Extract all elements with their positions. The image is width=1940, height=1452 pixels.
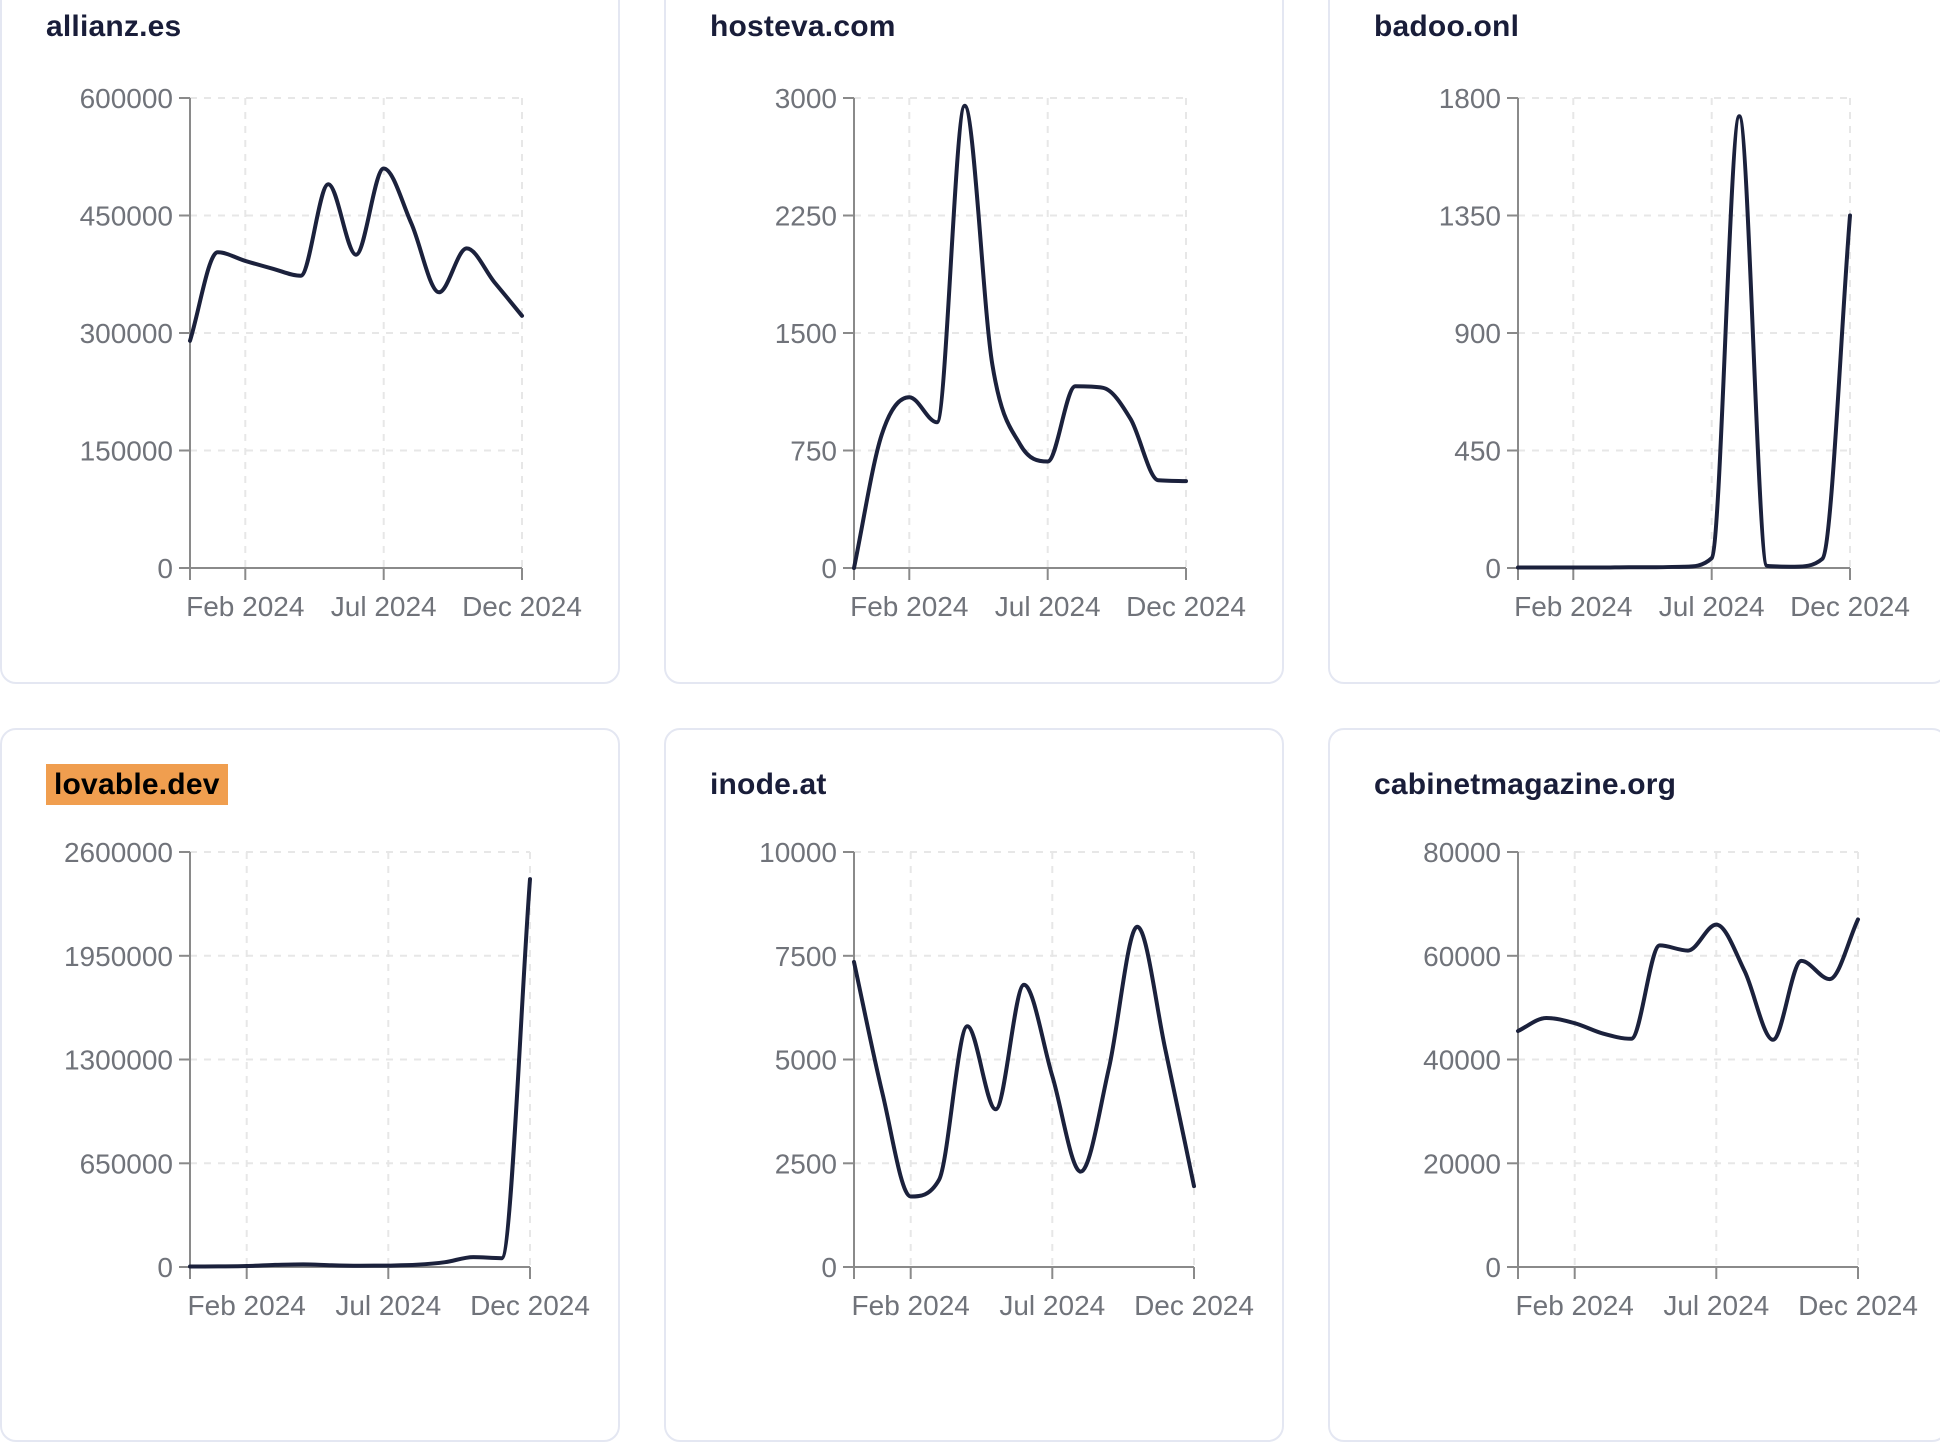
y-tick-label: 0 [821,1252,837,1283]
domain-card: allianz.es 0 150000 300000 450000 600000 Feb … [0,0,620,684]
series-line [852,924,1196,1199]
y-tick-label: 600000 [80,83,173,114]
x-tick-label: Jul 2024 [999,1290,1105,1321]
y-tick-label: 1350 [1439,201,1501,232]
y-tick-label: 1950000 [64,941,173,972]
domain-name: cabinetmagazine.org [1374,768,1677,801]
series-line [1516,917,1860,1042]
y-tick-label: 2600000 [64,837,173,868]
x-tick-label: Jul 2024 [335,1290,441,1321]
card-title: badoo.onl [1374,10,1519,44]
traffic-line-chart: 0 2500 5000 7500 10000 Feb 2024 Jul 2024 Dec 20… [759,837,1254,1321]
traffic-line-chart: 0 650000 1300000 1950000 2600000 Feb 2024 Jul … [64,837,590,1321]
card-title: hosteva.com [710,10,896,44]
traffic-line-chart: 0 750 1500 2250 3000 Feb 2024 Jul 2024 Dec 2024 [775,83,1246,622]
card-title: lovable.dev [46,764,228,805]
y-tick-label: 0 [157,553,173,584]
x-tick-label: Jul 2024 [1663,1290,1769,1321]
x-tick-label: Dec 2024 [462,591,582,622]
domain-name: allianz.es [46,10,182,43]
traffic-line-chart: 0 150000 300000 450000 600000 Feb 2024 Jul 202… [80,83,582,622]
x-tick-label: Dec 2024 [1126,591,1246,622]
x-tick-label: Feb 2024 [852,1290,970,1321]
card-title: cabinetmagazine.org [1374,768,1676,802]
y-tick-label: 0 [821,553,837,584]
x-tick-label: Feb 2024 [1516,1290,1634,1321]
y-tick-label: 3000 [775,83,837,114]
x-tick-label: Dec 2024 [1134,1290,1254,1321]
traffic-line-chart: 0 450 900 1350 1800 Feb 2024 Jul 2024 Dec 2024 [1439,83,1910,622]
domain-name: inode.at [710,768,827,801]
card-title: inode.at [710,768,827,802]
y-tick-label: 0 [157,1252,173,1283]
domain-name: hosteva.com [710,10,896,43]
y-tick-label: 650000 [80,1148,173,1179]
card-title: allianz.es [46,10,181,44]
x-tick-label: Feb 2024 [850,591,968,622]
y-tick-label: 0 [1485,553,1501,584]
y-tick-label: 60000 [1423,941,1501,972]
y-tick-label: 450 [1454,436,1501,467]
series-line [188,166,524,343]
y-tick-label: 7500 [775,941,837,972]
x-tick-label: Jul 2024 [1659,591,1765,622]
y-tick-label: 750 [790,436,837,467]
domain-card: cabinetmagazine.org 0 20000 40000 60000 8000… [1328,728,1940,1442]
y-tick-label: 300000 [80,318,173,349]
y-tick-label: 80000 [1423,837,1501,868]
domain-name: lovable.dev [46,764,228,805]
series-line [852,103,1188,570]
domain-name: badoo.onl [1374,10,1520,43]
series-line [1516,114,1852,570]
y-tick-label: 1500 [775,318,837,349]
x-tick-label: Jul 2024 [331,591,437,622]
y-tick-label: 2500 [775,1148,837,1179]
x-tick-label: Feb 2024 [1514,591,1632,622]
y-tick-label: 2250 [775,201,837,232]
series-line [188,877,532,1269]
domain-card: badoo.onl 0 450 900 1350 1800 Feb 2024 Jul 202… [1328,0,1940,684]
y-tick-label: 450000 [80,201,173,232]
domain-card: lovable.dev 0 650000 1300000 1950000 2600000… [0,728,620,1442]
y-tick-label: 10000 [759,837,837,868]
y-tick-label: 1800 [1439,83,1501,114]
x-tick-label: Dec 2024 [1790,591,1910,622]
x-tick-label: Feb 2024 [186,591,304,622]
y-tick-label: 40000 [1423,1045,1501,1076]
x-tick-label: Dec 2024 [1798,1290,1918,1321]
x-tick-label: Feb 2024 [188,1290,306,1321]
domain-card: inode.at 0 2500 5000 7500 10000 Feb 2024 Jul 2… [664,728,1284,1442]
y-tick-label: 0 [1485,1252,1501,1283]
y-tick-label: 20000 [1423,1148,1501,1179]
y-tick-label: 900 [1454,318,1501,349]
y-tick-label: 150000 [80,436,173,467]
x-tick-label: Dec 2024 [470,1290,590,1321]
x-tick-label: Jul 2024 [995,591,1101,622]
y-tick-label: 1300000 [64,1045,173,1076]
domain-card: hosteva.com 0 750 1500 2250 3000 Feb 2024 Jul … [664,0,1284,684]
y-tick-label: 5000 [775,1045,837,1076]
traffic-line-chart: 0 20000 40000 60000 80000 Feb 2024 Jul 2024 Dec… [1423,837,1918,1321]
